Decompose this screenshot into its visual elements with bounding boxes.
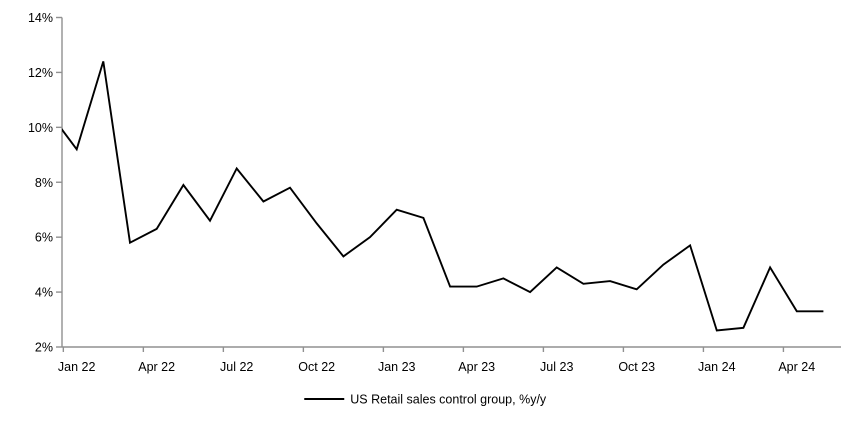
- y-axis-tick-label: 8%: [35, 176, 53, 190]
- y-axis-tick-label: 12%: [28, 66, 53, 80]
- x-axis-tick-label: Jul 23: [540, 360, 573, 374]
- x-axis-tick-label: Jan 23: [378, 360, 416, 374]
- y-axis-tick-label: 2%: [35, 341, 53, 355]
- y-axis-tick-label: 10%: [28, 121, 53, 135]
- x-axis-tick-label: Jan 22: [58, 360, 96, 374]
- x-axis-tick-label: Oct 23: [618, 360, 655, 374]
- y-axis-tick-label: 14%: [28, 11, 53, 25]
- x-axis-tick-label: Apr 22: [138, 360, 175, 374]
- x-axis-tick-label: Jul 22: [220, 360, 253, 374]
- legend-label: US Retail sales control group, %y/y: [350, 393, 547, 407]
- y-axis-tick-label: 6%: [35, 231, 53, 245]
- x-axis-tick-label: Oct 22: [298, 360, 335, 374]
- x-axis-tick-label: Apr 24: [778, 360, 815, 374]
- y-axis-tick-label: 4%: [35, 286, 53, 300]
- data-line-series: [62, 61, 824, 332]
- x-axis-tick-label: Jan 24: [698, 360, 736, 374]
- x-axis-tick-label: Apr 23: [458, 360, 495, 374]
